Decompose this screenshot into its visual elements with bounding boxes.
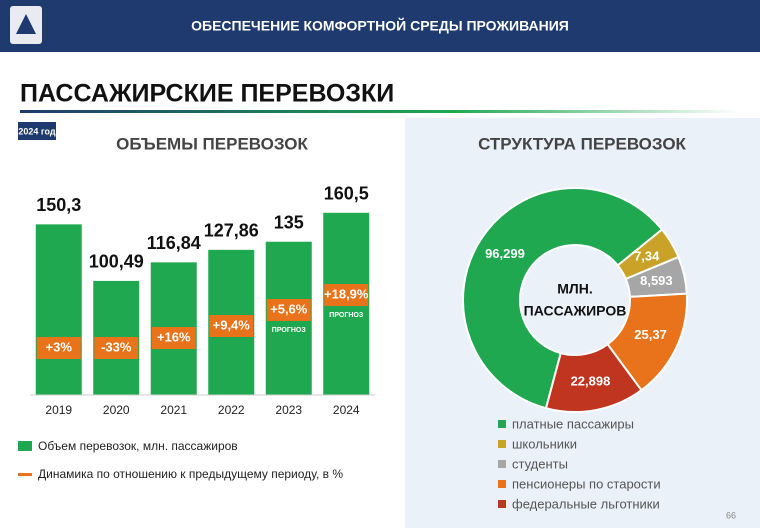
header-text: ОБЕСПЕЧЕНИЕ КОМФОРТНОЙ СРЕДЫ ПРОЖИВАНИЯ (191, 17, 569, 34)
change-box (266, 299, 311, 321)
x-tick-label: 2023 (275, 403, 302, 417)
x-tick-label: 2024 (333, 403, 360, 417)
segment-label: 8,593 (640, 273, 673, 288)
legend-label: платные пассажиры (512, 416, 634, 431)
legend-swatch (498, 480, 506, 488)
legend-label: студенты (512, 456, 568, 471)
legend-label: пенсионеры по старости (512, 476, 661, 491)
bar-value-label: 150,3 (36, 195, 81, 215)
forecast-note: ПРОГНОЗ (329, 312, 364, 319)
center-label: МЛН. (557, 281, 593, 297)
legend-swatch (18, 441, 32, 451)
change-label: -33% (101, 339, 132, 354)
x-tick-label: 2021 (160, 403, 187, 417)
legend-swatch (498, 460, 506, 468)
legend-swatch (498, 440, 506, 448)
bar-value-label: 135 (274, 212, 304, 232)
change-box (94, 337, 139, 359)
legend-swatch (498, 500, 506, 508)
change-label: +9,4% (213, 317, 251, 332)
year-badge-text: 2024 год (18, 126, 56, 136)
page-number: 66 (726, 510, 736, 520)
donut-segment (544, 342, 643, 413)
legend-swatch (18, 473, 32, 476)
bar-value-label: 127,86 (204, 221, 259, 241)
bar-value-label: 160,5 (324, 184, 369, 204)
slide-title: ПАССАЖИРСКИЕ ПЕРЕВОЗКИ (20, 80, 394, 108)
change-box (151, 327, 196, 349)
pie-chart-title: СТРУКТУРА ПЕРЕВОЗОК (478, 134, 686, 153)
bar-chart-title: ОБЪЕМЫ ПЕРЕВОЗОК (116, 134, 308, 153)
logo-icon (16, 14, 36, 34)
segment-label: 7,34 (634, 249, 660, 264)
x-tick-label: 2020 (103, 403, 130, 417)
title-underline (20, 110, 740, 113)
change-label: +5,6% (270, 301, 308, 316)
legend-label: школьники (512, 436, 577, 451)
legend-label: Динамика по отношению к предыдущему пери… (38, 467, 343, 481)
segment-label: 25,37 (634, 327, 667, 342)
segment-label: 22,898 (571, 373, 611, 388)
donut-segment (462, 187, 664, 410)
change-box (324, 284, 369, 306)
bar-value-label: 100,49 (89, 252, 144, 272)
x-tick-label: 2022 (218, 403, 245, 417)
bar (35, 224, 82, 395)
change-box (36, 337, 81, 359)
legend-label: Объем перевозок, млн. пассажиров (38, 439, 238, 453)
year-badge (18, 122, 56, 140)
forecast-note: ПРОГНОЗ (272, 327, 307, 334)
change-label: +18,9% (324, 286, 369, 301)
center-label: ПАССАЖИРОВ (524, 303, 627, 319)
x-tick-label: 2019 (45, 403, 72, 417)
change-label: +16% (157, 329, 191, 344)
segment-label: 96,299 (485, 246, 525, 261)
legend-swatch (498, 420, 506, 428)
right-panel (405, 118, 760, 528)
change-label: +3% (46, 339, 73, 354)
change-box (209, 315, 254, 337)
legend-label: федеральные льготники (512, 496, 660, 511)
header-bar (0, 0, 760, 52)
bar-value-label: 116,84 (147, 233, 201, 253)
